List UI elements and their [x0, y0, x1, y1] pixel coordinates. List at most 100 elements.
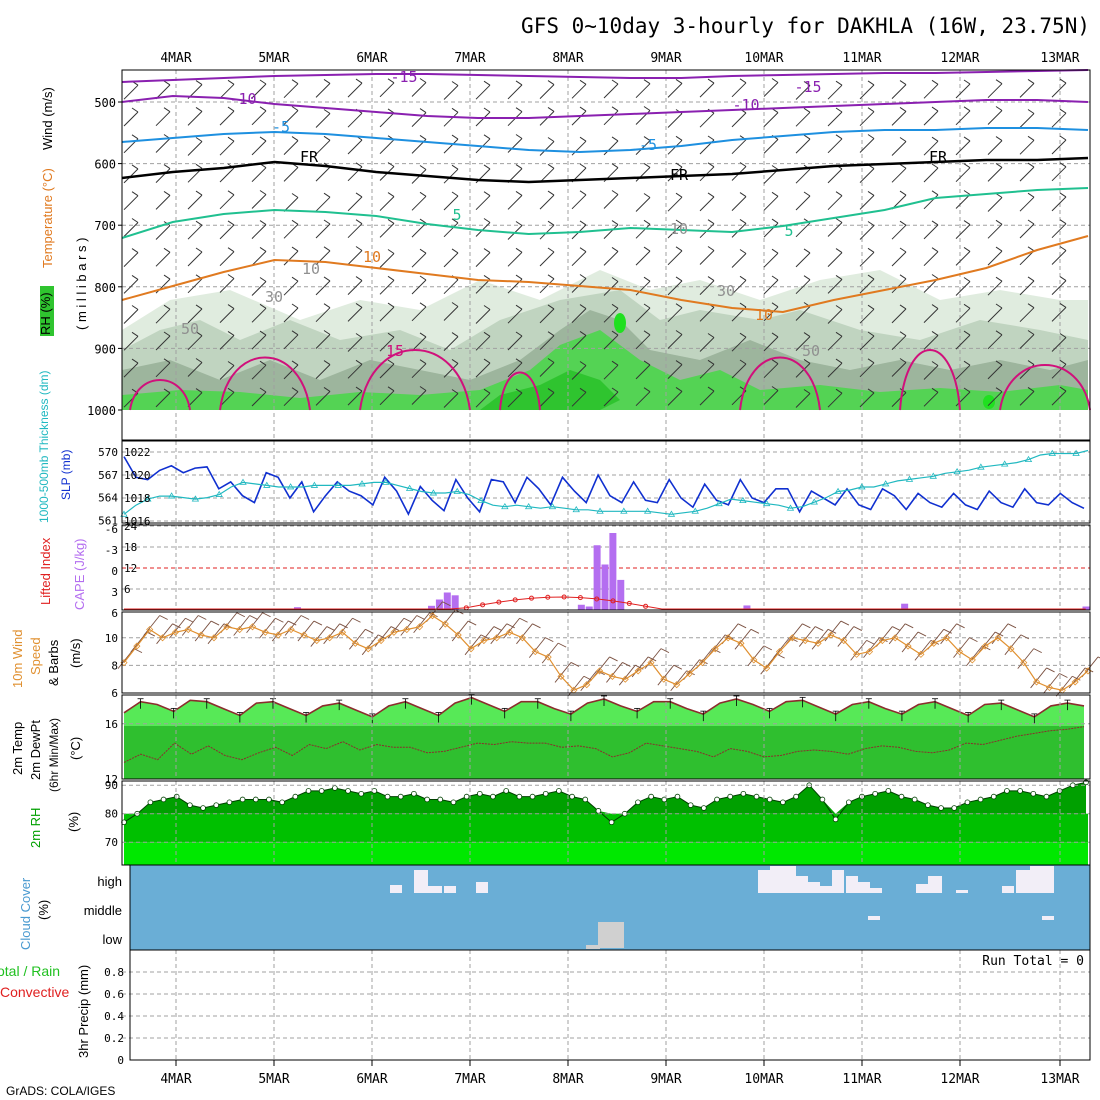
wind-barb: [603, 391, 619, 407]
lifted-point: [643, 603, 649, 609]
footer-credit: GrADS: COLA/IGES: [6, 1084, 115, 1098]
wind-barb: [315, 113, 331, 128]
rh2m-point: [332, 785, 338, 791]
wind-barb: [603, 251, 619, 266]
wind-barb: [475, 362, 491, 378]
wind-barb: [219, 140, 235, 156]
wind-ylabel-1: 10m Wind: [10, 629, 25, 688]
wind-barb: [443, 393, 459, 408]
wind-barb-flag: [963, 277, 971, 282]
wind10-point: [338, 628, 347, 636]
contour-plus15: [739, 356, 821, 411]
wind10-point: [1020, 659, 1028, 667]
rh-max-spot: [614, 313, 626, 333]
wind-barb-flag: [579, 190, 587, 196]
wind10-barb: [194, 620, 212, 642]
wind-barb-flag: [579, 79, 587, 85]
wind10-point: [236, 625, 244, 634]
wind-barb-flag: [611, 163, 619, 169]
wind-barb-flag: [355, 219, 363, 225]
wind10-barb-flag: [493, 626, 503, 631]
wind-barb: [987, 280, 1003, 296]
wind-barb-flag: [963, 136, 971, 142]
wind-barb: [891, 251, 907, 267]
wind-barb-flag: [835, 388, 843, 394]
wind-barb-flag: [515, 221, 523, 226]
wind10-barb: [554, 662, 572, 683]
wind-barb: [891, 362, 907, 377]
wind-barb: [443, 168, 459, 184]
wind10-barb: [965, 645, 983, 667]
wind-barb-flag: [195, 358, 203, 363]
wind10-point: [1045, 683, 1054, 692]
wind-barb: [347, 139, 363, 155]
wind-barb: [699, 337, 715, 352]
wind10-point: [904, 642, 912, 650]
wind-barb-flag: [259, 246, 267, 252]
wind10-point: [557, 672, 565, 681]
wind-barb-flag: [419, 78, 427, 83]
cape-bar: [609, 533, 617, 610]
wind-barb: [1051, 363, 1067, 379]
wind-barb-flag: [643, 303, 651, 309]
wind10-barb: [837, 626, 855, 647]
wind-barb: [443, 138, 459, 154]
wind10-barb-flag: [429, 612, 438, 618]
wind-barb: [219, 167, 235, 183]
thickness-point: [834, 487, 842, 494]
wind-barb: [219, 251, 235, 267]
wind-barb-flag: [387, 218, 395, 224]
wind-barb-flag: [899, 331, 907, 337]
wind-barb: [955, 110, 971, 126]
wind-barb-flag: [803, 389, 811, 394]
wind10-point: [621, 675, 629, 683]
wind-barb-flag: [419, 191, 427, 197]
wind-barb-flag: [931, 220, 939, 226]
wind-barb-flag: [451, 191, 459, 197]
wind-barb-flag: [355, 246, 363, 251]
wind-barb: [283, 280, 299, 296]
date-label-top: 7MAR: [454, 51, 485, 66]
wind-barb-flag: [835, 274, 843, 280]
wind-barb-flag: [323, 330, 331, 335]
rh2m-point: [477, 790, 483, 797]
wind10-point: [467, 645, 475, 653]
wind-barb: [859, 308, 875, 324]
date-label-bottom: 4MAR: [160, 1072, 191, 1087]
wind-barb: [955, 334, 971, 350]
wind-barb-flag: [643, 79, 651, 85]
wind-barb-flag: [323, 109, 331, 114]
wind-barb: [923, 167, 939, 183]
wind10-barb-flag: [1046, 667, 1055, 673]
rh2m-point: [608, 819, 615, 826]
temp2m-tick: 16: [105, 718, 118, 731]
upper-y-tick: 600: [94, 158, 116, 172]
cloud-patch: [1030, 866, 1054, 893]
wind-barb-flag: [515, 190, 523, 196]
wind-barb-flag: [163, 331, 171, 337]
wind-barb-flag: [643, 246, 651, 252]
wind-barb-flag: [803, 275, 811, 281]
wind-barb: [443, 336, 459, 351]
wind-barb-flag: [163, 274, 171, 280]
wind-barb: [667, 364, 683, 379]
wind-barb-flag: [931, 136, 939, 142]
wind-barb-flag: [995, 219, 1003, 225]
wind-barb: [443, 252, 459, 268]
wind-barb-flag: [547, 247, 555, 253]
wind10-barb: [413, 612, 430, 634]
wind-barb: [187, 111, 203, 126]
wind-barb: [347, 280, 363, 295]
wind10-point: [313, 636, 321, 645]
wind10-barb: [181, 615, 199, 636]
cloud-patch: [414, 870, 428, 893]
wind-barb-flag: [515, 134, 523, 139]
wind-barb-flag: [931, 274, 939, 279]
wind10-barb: [246, 612, 263, 634]
wind-barb-flag: [931, 330, 939, 336]
wind-barb: [987, 334, 1003, 350]
wind-barb: [635, 280, 651, 296]
wind10-barb-flag: [403, 617, 413, 623]
rh2m-point: [397, 793, 404, 800]
wind10-barb-flag: [815, 626, 824, 631]
